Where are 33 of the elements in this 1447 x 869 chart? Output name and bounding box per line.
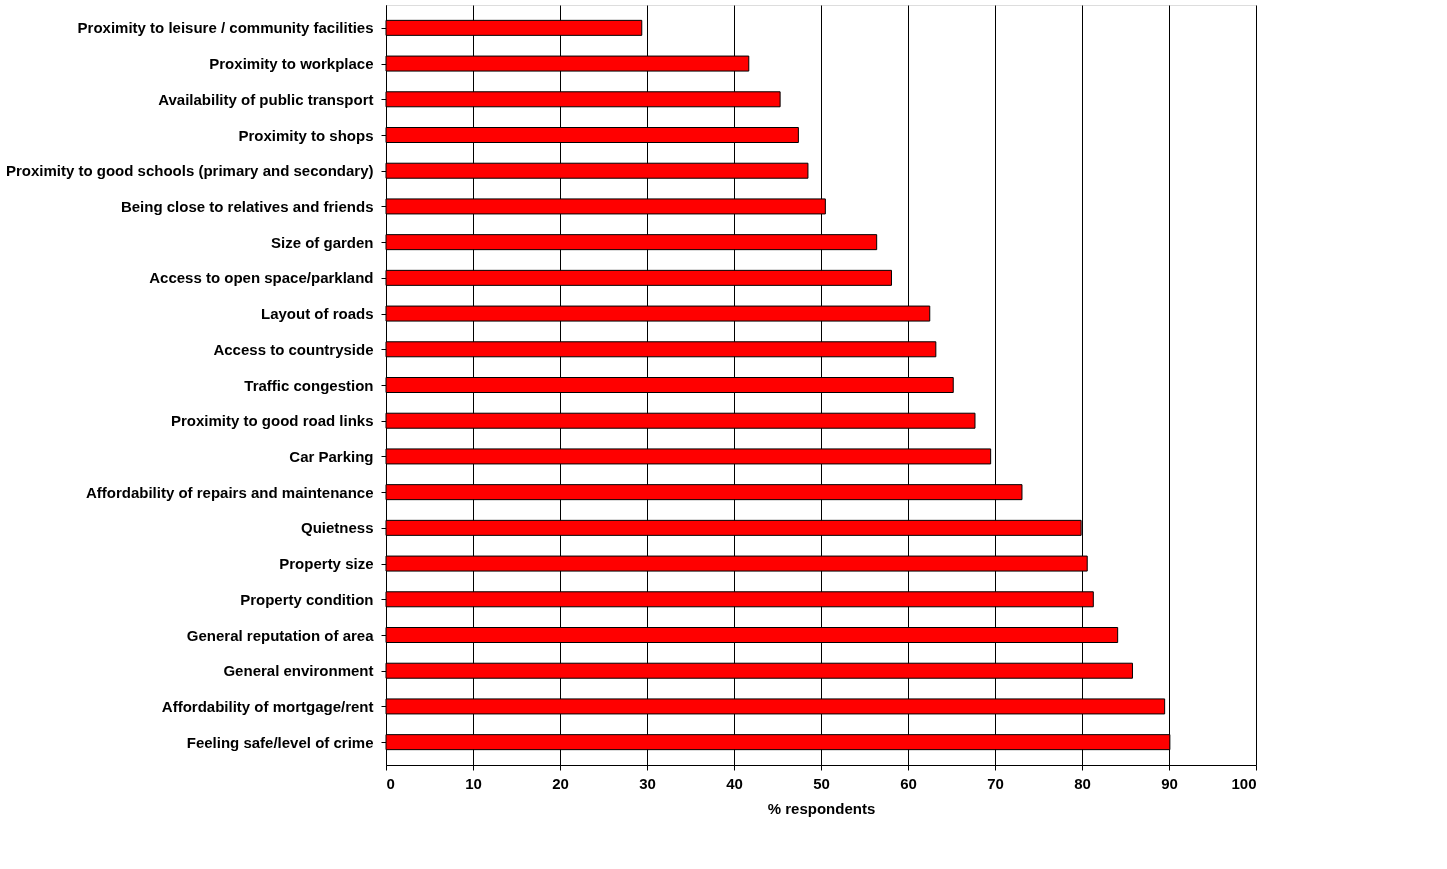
x-tick-label: 70 [987,774,1004,792]
y-tick-label: Feeling safe/level of crime [186,733,374,751]
y-tick-label: Proximity to shops [238,126,374,144]
y-tick-label: Size of garden [270,233,374,251]
y-tick-label: Proximity to leisure / community facilities [77,19,374,37]
x-tick-label: 100 [1231,774,1257,792]
y-tick-label: Access to open space/parkland [149,269,374,287]
y-tick-label: Being close to relatives and friends [120,197,374,215]
y-tick-label: Layout of roads [260,305,374,323]
y-tick-label: Availability of public transport [158,90,374,108]
y-tick-label: Proximity to workplace [209,55,374,73]
x-tick-label: 80 [1074,774,1091,792]
y-tick-label: Quietness [300,519,374,537]
y-tick-label: Car Parking [289,447,374,465]
y-tick-label: Proximity to good road links [170,412,374,430]
x-tick-label: 50 [813,774,830,792]
x-tick-label: 60 [900,774,917,792]
x-tick-label: 30 [639,774,656,792]
x-tick-label: 20 [552,774,569,792]
y-tick-label: Affordability of repairs and maintenance [85,483,374,501]
x-tick-label: 10 [465,774,482,792]
y-tick-label: Proximity to good schools (primary and secondary) [5,162,374,180]
x-tick-label: 40 [726,774,743,792]
y-tick-label: Access to countryside [213,340,374,358]
x-tick-label: 90 [1161,774,1178,792]
y-tick-label: Affordability of mortgage/rent [161,697,374,715]
x-axis-title: % respondents [767,799,876,817]
y-tick-label: Property size [279,555,374,573]
y-tick-label: General reputation of area [186,626,375,644]
y-tick-label: Traffic congestion [244,376,374,394]
y-tick-label: Property condition [240,590,374,608]
y-tick-label: General environment [223,662,374,680]
x-tick-label: 0 [386,774,395,792]
